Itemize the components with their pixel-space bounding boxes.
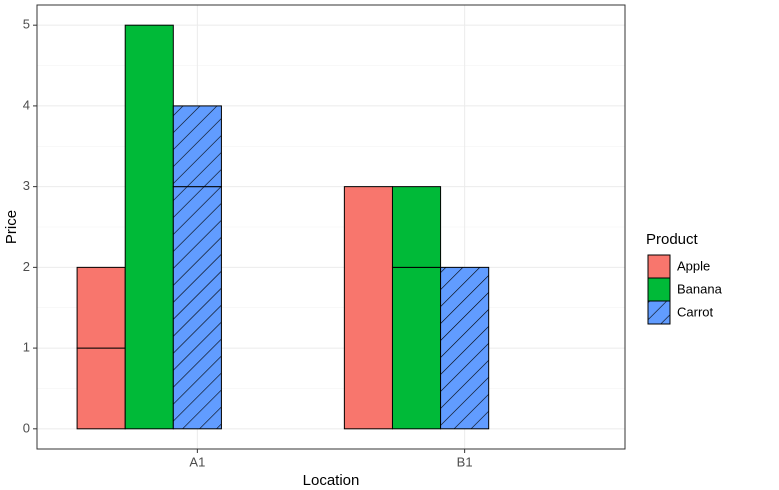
- bar-segment: [391, 186, 442, 268]
- panel-border: [36, 4, 626, 450]
- bar-segment: [124, 24, 174, 430]
- y-tick-label: 3: [23, 178, 30, 193]
- legend-label: Carrot: [677, 304, 714, 319]
- y-axis-label: Price: [3, 210, 20, 244]
- legend-label: Banana: [677, 281, 723, 296]
- legend-label: Apple: [677, 258, 710, 273]
- y-tick-label: 0: [23, 420, 30, 435]
- legend-key: [647, 254, 671, 279]
- x-tick-label: A1: [189, 454, 205, 469]
- bar-segment: [343, 186, 393, 430]
- legend-key: [647, 277, 671, 302]
- bar-segment: [172, 186, 222, 430]
- x-tick-label: B1: [457, 454, 473, 469]
- legend-title: Product: [646, 231, 699, 248]
- bar-segment: [76, 347, 126, 430]
- x-axis-label: Location: [303, 472, 360, 489]
- y-tick-label: 2: [23, 259, 30, 274]
- y-tick-label: 4: [23, 97, 30, 112]
- y-tick-label: 5: [23, 17, 30, 32]
- bar-segment: [440, 266, 490, 430]
- bar-segment: [76, 266, 126, 349]
- legend-key: [647, 300, 671, 325]
- bar-segment: [391, 266, 442, 430]
- bar-segment: [172, 105, 222, 188]
- y-tick-label: 1: [23, 340, 30, 355]
